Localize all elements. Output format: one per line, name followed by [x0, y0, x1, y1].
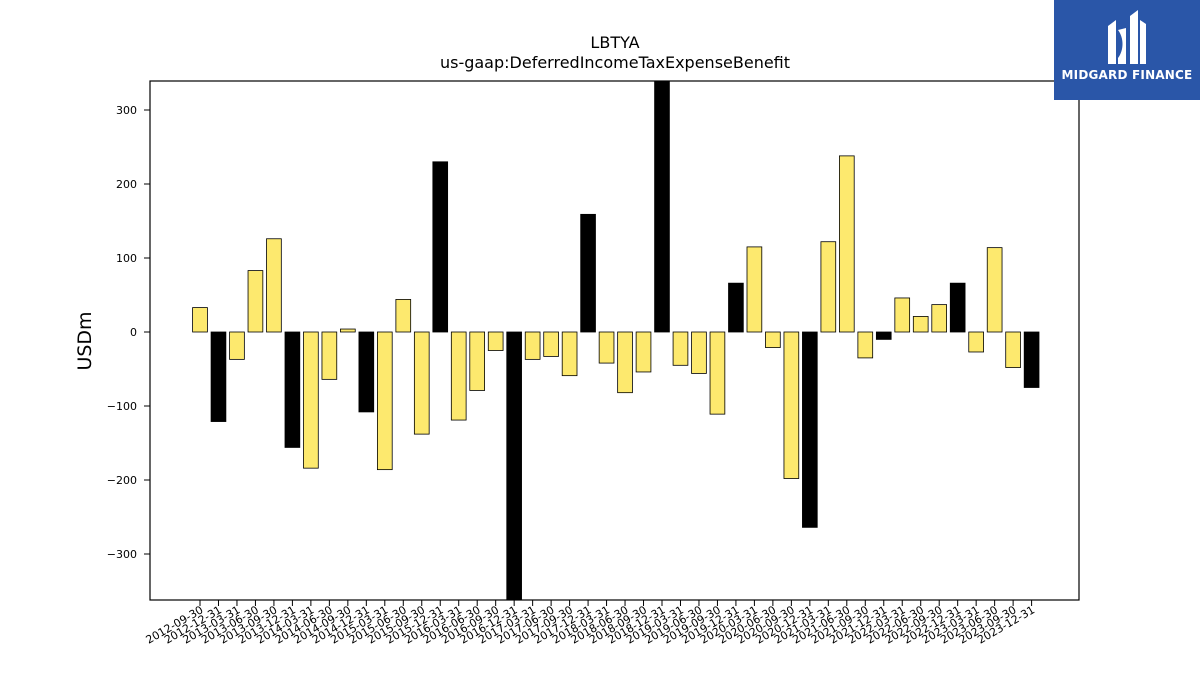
bar-2020-09-30	[783, 331, 800, 479]
bar-2018-09-30	[635, 331, 652, 373]
bar-2013-12-31	[284, 331, 301, 448]
y-tick-label--300: −300	[107, 548, 137, 561]
bar-2022-12-31	[949, 282, 966, 333]
bar-2012-09-30	[192, 307, 208, 333]
bar-2014-03-31	[303, 331, 319, 469]
brand-logo: MIDGARD FINANCE	[1054, 0, 1200, 100]
bar-2021-03-31	[820, 241, 837, 333]
bar-2017-06-30	[543, 331, 559, 357]
bar-2015-06-30	[395, 299, 412, 333]
bar-2023-12-31	[1023, 331, 1040, 388]
y-tick-label-0: 0	[130, 326, 137, 339]
y-tick-label--100: −100	[107, 400, 137, 413]
bar-2016-06-30	[469, 331, 485, 391]
y-tick-label-100: 100	[116, 252, 137, 265]
bar-2018-12-31	[654, 80, 670, 333]
bar-2013-06-30	[247, 270, 264, 333]
bar-2022-09-30	[931, 304, 947, 333]
bar-2019-06-30	[691, 331, 707, 374]
x-axis: 2012-09-302012-12-312013-03-312013-06-30…	[144, 600, 1037, 647]
bar-2017-09-30	[561, 331, 578, 377]
bar-2016-09-30	[487, 331, 504, 351]
plot-frame	[149, 80, 1080, 601]
bar-2016-03-31	[450, 331, 467, 421]
bar-2021-06-30	[839, 155, 855, 333]
bar-2020-06-30	[765, 331, 781, 348]
bar-2014-09-30	[340, 328, 356, 333]
bar-2019-03-31	[672, 331, 689, 366]
chart-title: LBTYA	[590, 33, 639, 52]
bar-2016-12-31	[506, 331, 522, 601]
y-tick-label--200: −200	[107, 474, 137, 487]
bar-2019-12-31	[728, 282, 744, 333]
bar-2020-03-31	[746, 246, 763, 333]
bar-2021-12-31	[875, 331, 892, 340]
bar-2023-06-30	[986, 247, 1003, 333]
bar-2012-12-31	[210, 331, 227, 422]
midgard-logo-icon	[1108, 10, 1146, 64]
y-tick-label-300: 300	[116, 104, 137, 117]
bar-2015-12-31	[432, 161, 449, 333]
bar-2018-06-30	[617, 331, 633, 394]
bar-2015-03-31	[376, 331, 393, 471]
bar-2022-03-31	[894, 297, 911, 333]
bar-2021-09-30	[857, 331, 874, 359]
bar-2019-09-30	[709, 331, 726, 415]
bar-2017-12-31	[580, 213, 596, 333]
bars-group	[192, 80, 1040, 601]
y-tick-label-200: 200	[116, 178, 137, 191]
bar-2023-09-30	[1005, 331, 1021, 368]
bar-2013-09-30	[266, 238, 282, 333]
chart-subtitle: us-gaap:DeferredIncomeTaxExpenseBenefit	[440, 53, 790, 72]
bar-2022-06-30	[912, 316, 929, 333]
bar-2014-06-30	[321, 331, 338, 380]
y-axis: −300 −200 −100 0 100 200 300	[107, 104, 150, 561]
bar-2014-12-31	[358, 331, 375, 413]
bar-2013-03-31	[229, 331, 245, 360]
y-axis-label: USDm	[74, 311, 96, 370]
bar-2018-03-31	[598, 331, 615, 364]
bar-2017-03-31	[524, 331, 541, 360]
bar-2023-03-31	[968, 331, 984, 353]
brand-logo-text: MIDGARD FINANCE	[1061, 68, 1193, 82]
bar-2020-12-31	[802, 331, 818, 528]
bar-2015-09-30	[413, 331, 430, 435]
